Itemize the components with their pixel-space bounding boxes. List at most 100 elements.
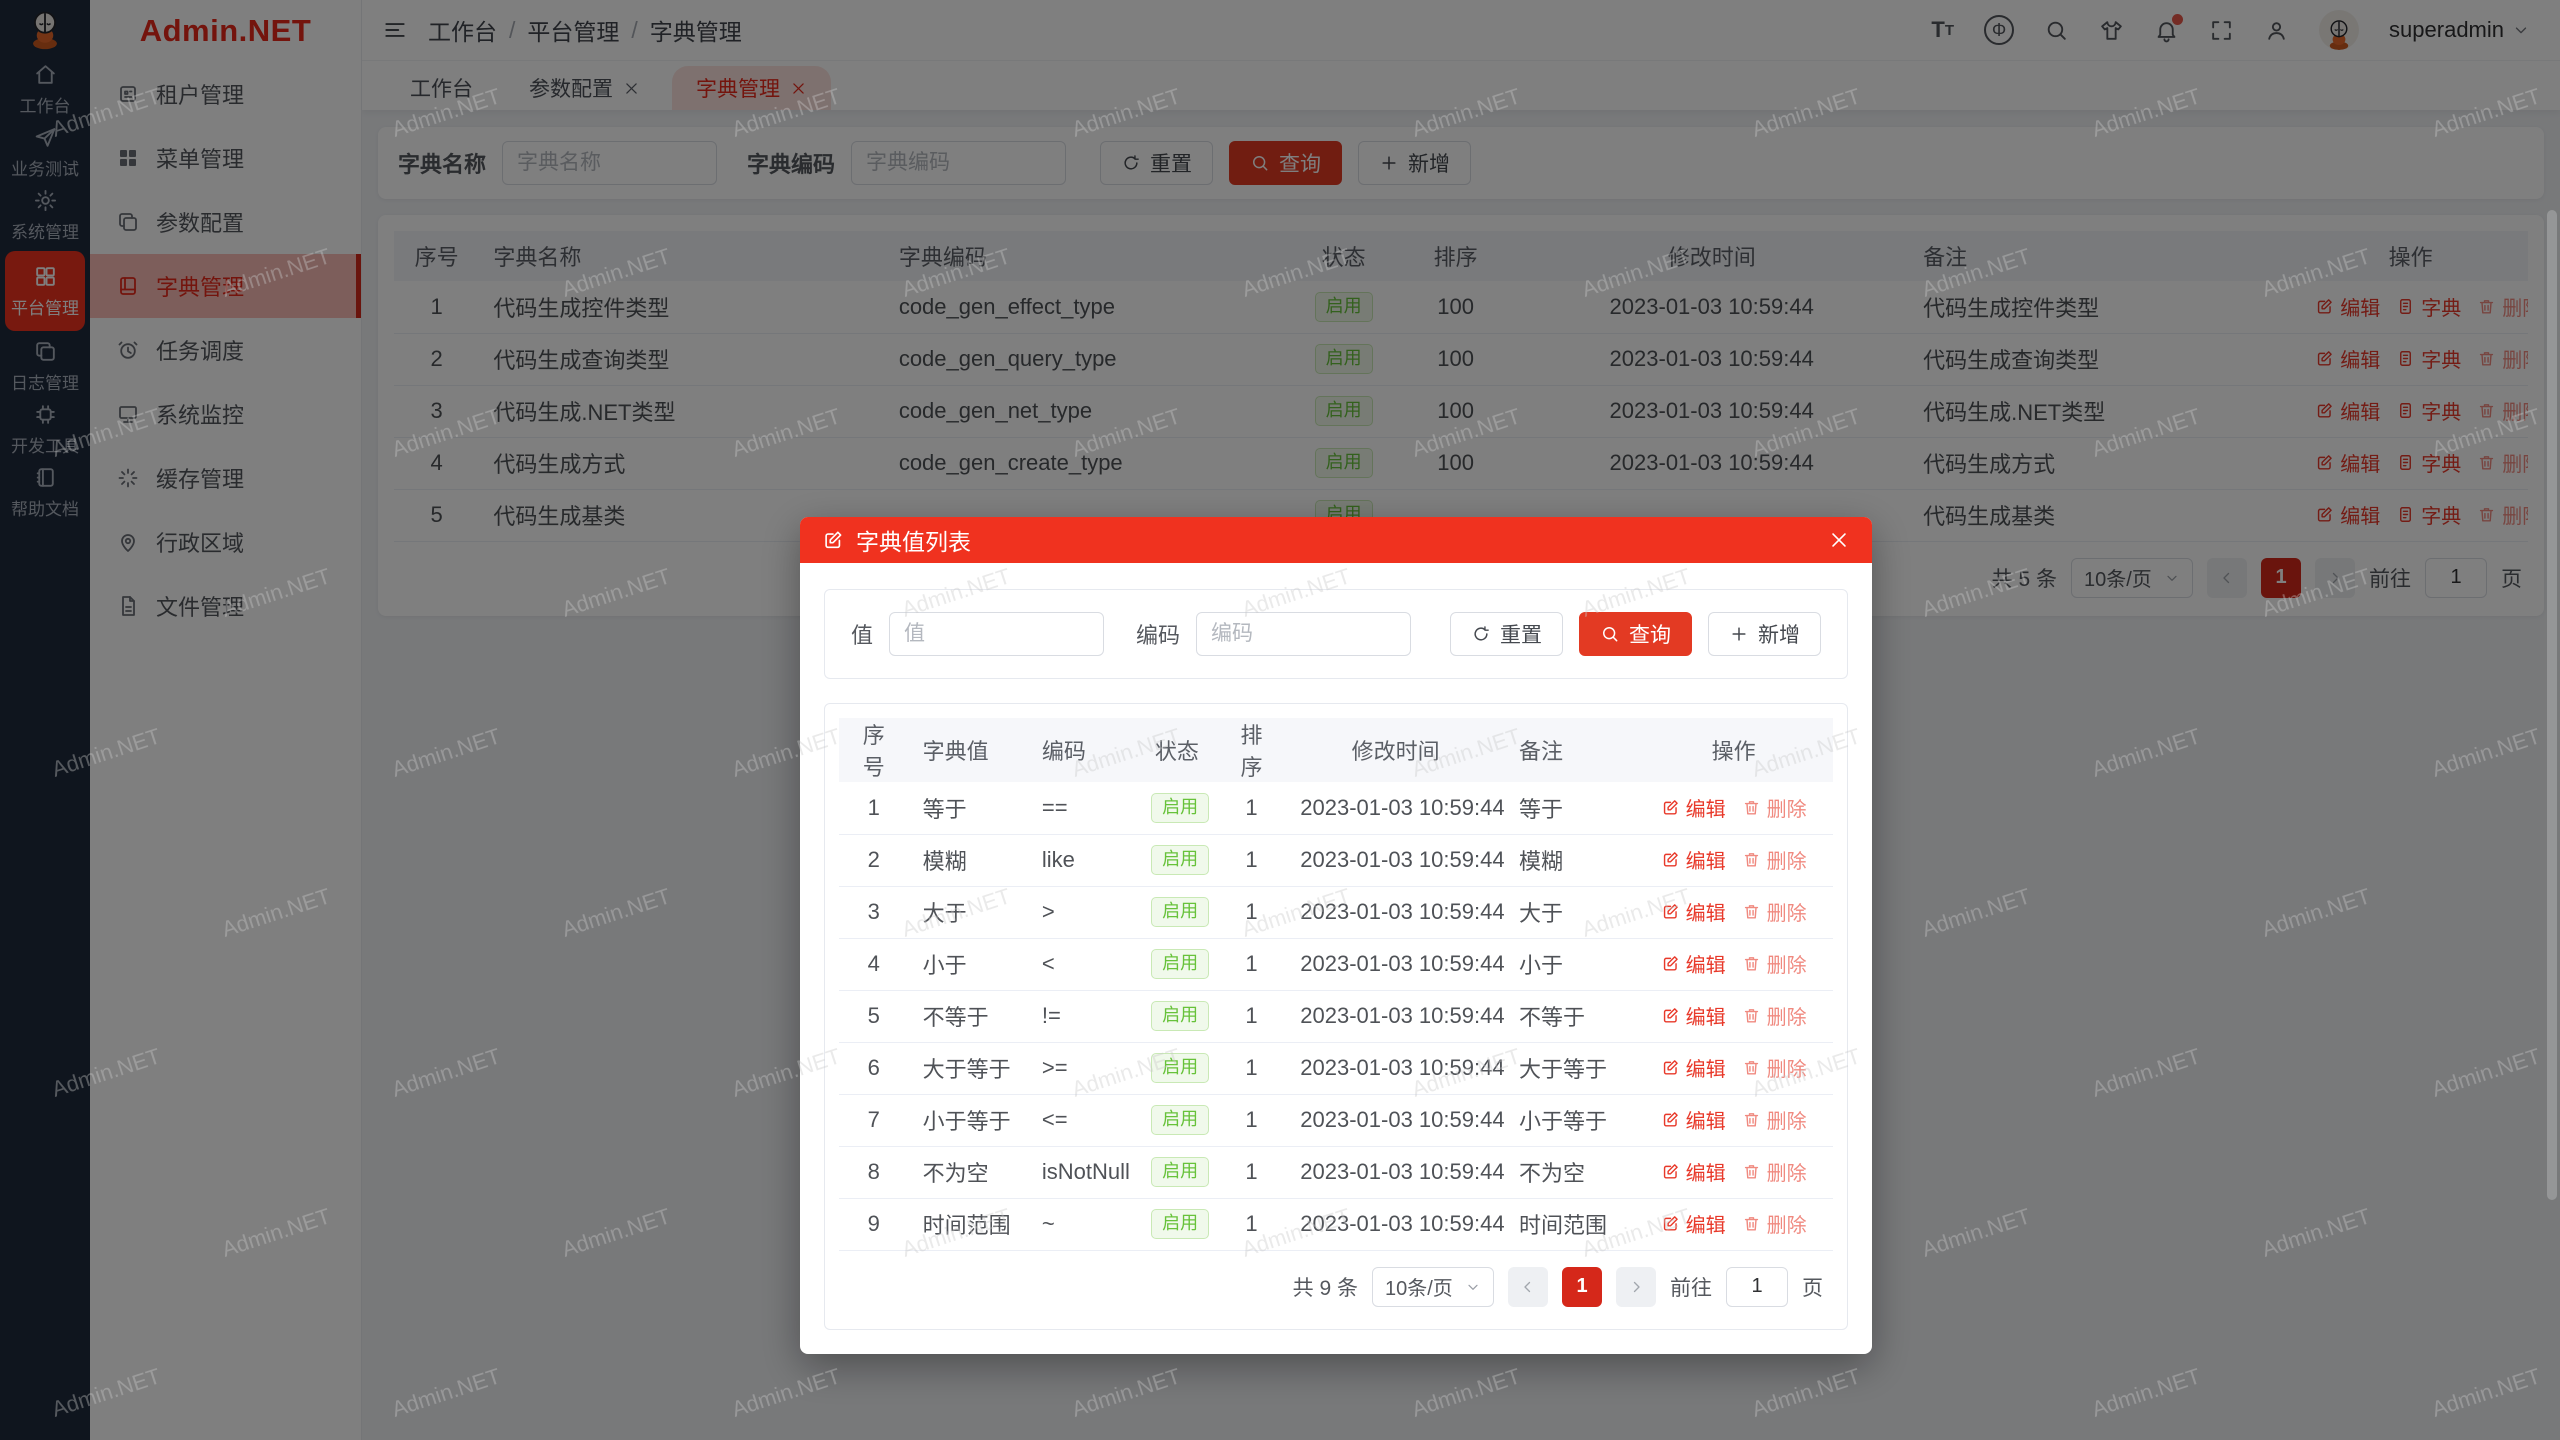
scrollbar[interactable] [2547,210,2557,1200]
cell-value: 不等于 [908,990,1028,1043]
status-badge: 启用 [1151,897,1210,927]
modal-pagination: 共 9 条 10条/页 1 前往 页 [839,1251,1833,1317]
delete-action[interactable]: 删除 [1742,1105,1807,1134]
column-header: 排序 [1216,718,1287,782]
modal-header: 字典值列表 [800,517,1872,563]
delete-action[interactable]: 删除 [1742,793,1807,822]
cell-value: 等于 [908,782,1028,835]
cell-index: 5 [839,990,909,1043]
cell-actions: 编辑 删除 [1634,938,1833,991]
status-badge: 启用 [1151,1105,1210,1135]
cell-remark: 不为空 [1504,1146,1635,1199]
table-row: 6 大于等于 >= 启用 1 2023-01-03 10:59:44 大于等于 编辑 删除 [839,1042,1833,1095]
cell-actions: 编辑 删除 [1634,782,1833,835]
cell-index: 3 [839,886,909,939]
goto-page-input[interactable] [1726,1266,1788,1307]
value-input[interactable] [889,612,1105,656]
edit-action-label: 编辑 [1685,1163,1726,1185]
table-row: 4 小于 < 启用 1 2023-01-03 10:59:44 小于 编辑 删除 [839,938,1833,991]
delete-action[interactable]: 删除 [1742,949,1807,978]
status-badge: 启用 [1151,949,1210,979]
modal-add-button[interactable]: 新增 [1708,612,1821,656]
cell-status: 启用 [1137,1146,1217,1199]
cell-sort: 1 [1216,834,1287,887]
edit-icon [1661,1214,1680,1233]
cell-actions: 编辑 删除 [1634,1198,1833,1251]
table-row: 2 模糊 like 启用 1 2023-01-03 10:59:44 模糊 编辑 删除 [839,834,1833,887]
cell-index: 1 [839,782,909,835]
cell-remark: 时间范围 [1504,1198,1635,1251]
edit-action[interactable]: 编辑 [1661,793,1726,822]
cell-value: 模糊 [908,834,1028,887]
page-1-button[interactable]: 1 [1562,1266,1602,1307]
edit-action-label: 编辑 [1685,903,1726,925]
cell-index: 9 [839,1198,909,1251]
edit-action[interactable]: 编辑 [1661,1157,1726,1186]
edit-action[interactable]: 编辑 [1661,949,1726,978]
total-count: 共 9 条 [1292,1276,1358,1300]
cell-time: 2023-01-03 10:59:44 [1286,1198,1505,1251]
edit-icon [1661,954,1680,973]
cell-status: 启用 [1137,1042,1217,1095]
cell-index: 8 [839,1146,909,1199]
delete-action[interactable]: 删除 [1742,897,1807,926]
table-row: 8 不为空 isNotNull 启用 1 2023-01-03 10:59:44 不为空 编辑… [839,1146,1833,1199]
delete-action[interactable]: 删除 [1742,1053,1807,1082]
plus-icon [1729,624,1749,644]
cell-value: 小于等于 [908,1094,1028,1147]
trash-icon [1742,1110,1761,1129]
cell-actions: 编辑 删除 [1634,886,1833,939]
edit-icon [1661,1058,1680,1077]
status-badge: 启用 [1151,1157,1210,1187]
modal-query-button[interactable]: 查询 [1579,612,1692,656]
dict-values-modal: 字典值列表 值 编码 重置 查询 新增 序号字 [800,517,1872,1354]
close-icon[interactable] [1828,529,1850,551]
delete-action[interactable]: 删除 [1742,845,1807,874]
cell-remark: 小于等于 [1504,1094,1635,1147]
next-page-button[interactable] [1616,1266,1656,1307]
delete-action[interactable]: 删除 [1742,1157,1807,1186]
delete-action-label: 删除 [1766,903,1807,925]
search-icon [1600,624,1620,644]
delete-action-label: 删除 [1766,798,1807,821]
modal-reset-button[interactable]: 重置 [1450,612,1563,656]
edit-action[interactable]: 编辑 [1661,845,1726,874]
table-row: 3 大于 > 启用 1 2023-01-03 10:59:44 大于 编辑 删除 [839,886,1833,939]
cell-actions: 编辑 删除 [1634,1146,1833,1199]
trash-icon [1742,1214,1761,1233]
page-size-select[interactable]: 10条/页 [1372,1266,1494,1307]
delete-action-label: 删除 [1766,1111,1807,1133]
delete-action[interactable]: 删除 [1742,1209,1807,1238]
cell-status: 启用 [1137,834,1217,887]
chevron-down-icon [1465,1279,1481,1295]
cell-time: 2023-01-03 10:59:44 [1286,834,1505,887]
delete-action[interactable]: 删除 [1742,1001,1807,1030]
trash-icon [1742,850,1761,869]
trash-icon [1742,902,1761,921]
table-row: 1 等于 == 启用 1 2023-01-03 10:59:44 等于 编辑 删除 [839,782,1833,835]
cell-sort: 1 [1216,990,1287,1043]
status-badge: 启用 [1151,1001,1210,1031]
code-input[interactable] [1196,612,1412,656]
edit-action[interactable]: 编辑 [1661,1053,1726,1082]
edit-action[interactable]: 编辑 [1661,1001,1726,1030]
prev-page-button[interactable] [1508,1266,1548,1307]
column-header: 字典值 [908,718,1028,782]
cell-index: 2 [839,834,909,887]
column-header: 编码 [1027,718,1138,782]
edit-action[interactable]: 编辑 [1661,1209,1726,1238]
cell-code: <= [1027,1094,1138,1147]
cell-code: ~ [1027,1198,1138,1251]
cell-time: 2023-01-03 10:59:44 [1286,886,1505,939]
cell-code: > [1027,886,1138,939]
cell-time: 2023-01-03 10:59:44 [1286,1042,1505,1095]
table-row: 5 不等于 != 启用 1 2023-01-03 10:59:44 不等于 编辑 删除 [839,990,1833,1043]
edit-action[interactable]: 编辑 [1661,1105,1726,1134]
cell-value: 时间范围 [908,1198,1028,1251]
cell-remark: 大于 [1504,886,1635,939]
edit-action-label: 编辑 [1685,1007,1726,1029]
cell-sort: 1 [1216,1146,1287,1199]
cell-value: 小于 [908,938,1028,991]
cell-index: 7 [839,1094,909,1147]
edit-action[interactable]: 编辑 [1661,897,1726,926]
